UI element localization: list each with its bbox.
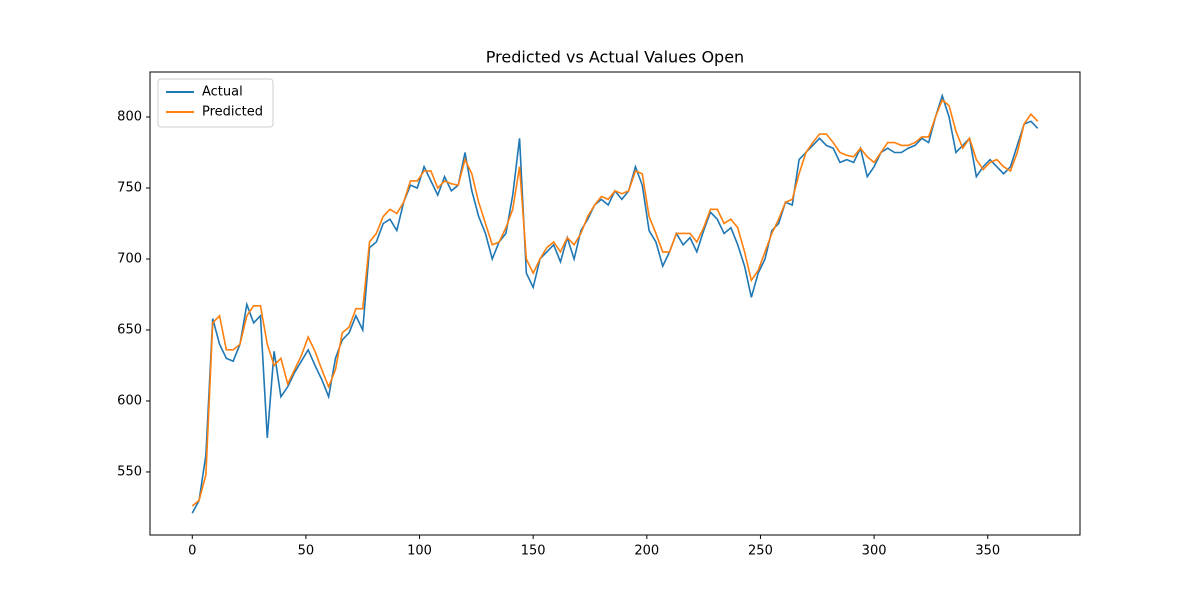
x-tick-label: 100: [407, 544, 432, 559]
x-tick-label: 0: [188, 544, 196, 559]
legend-label: Predicted: [202, 105, 263, 120]
chart-title: Predicted vs Actual Values Open: [486, 48, 744, 67]
plot-frame: [149, 71, 1081, 536]
y-tick-label: 700: [117, 251, 142, 266]
x-tick-label: 250: [748, 544, 773, 559]
y-tick-label: 750: [117, 180, 142, 195]
line-series: [191, 98, 1039, 507]
x-tick-label: 50: [298, 544, 315, 559]
x-tick-label: 300: [862, 544, 887, 559]
x-tick-label: 150: [521, 544, 546, 559]
x-tick-label: 200: [634, 544, 659, 559]
y-tick-label: 600: [117, 393, 142, 408]
line-series: [191, 93, 1039, 514]
y-tick-label: 800: [117, 110, 142, 125]
x-tick-label: 350: [975, 544, 1000, 559]
y-tick-label: 650: [117, 322, 142, 337]
y-tick-label: 550: [117, 464, 142, 479]
legend-label: Actual: [202, 85, 243, 100]
